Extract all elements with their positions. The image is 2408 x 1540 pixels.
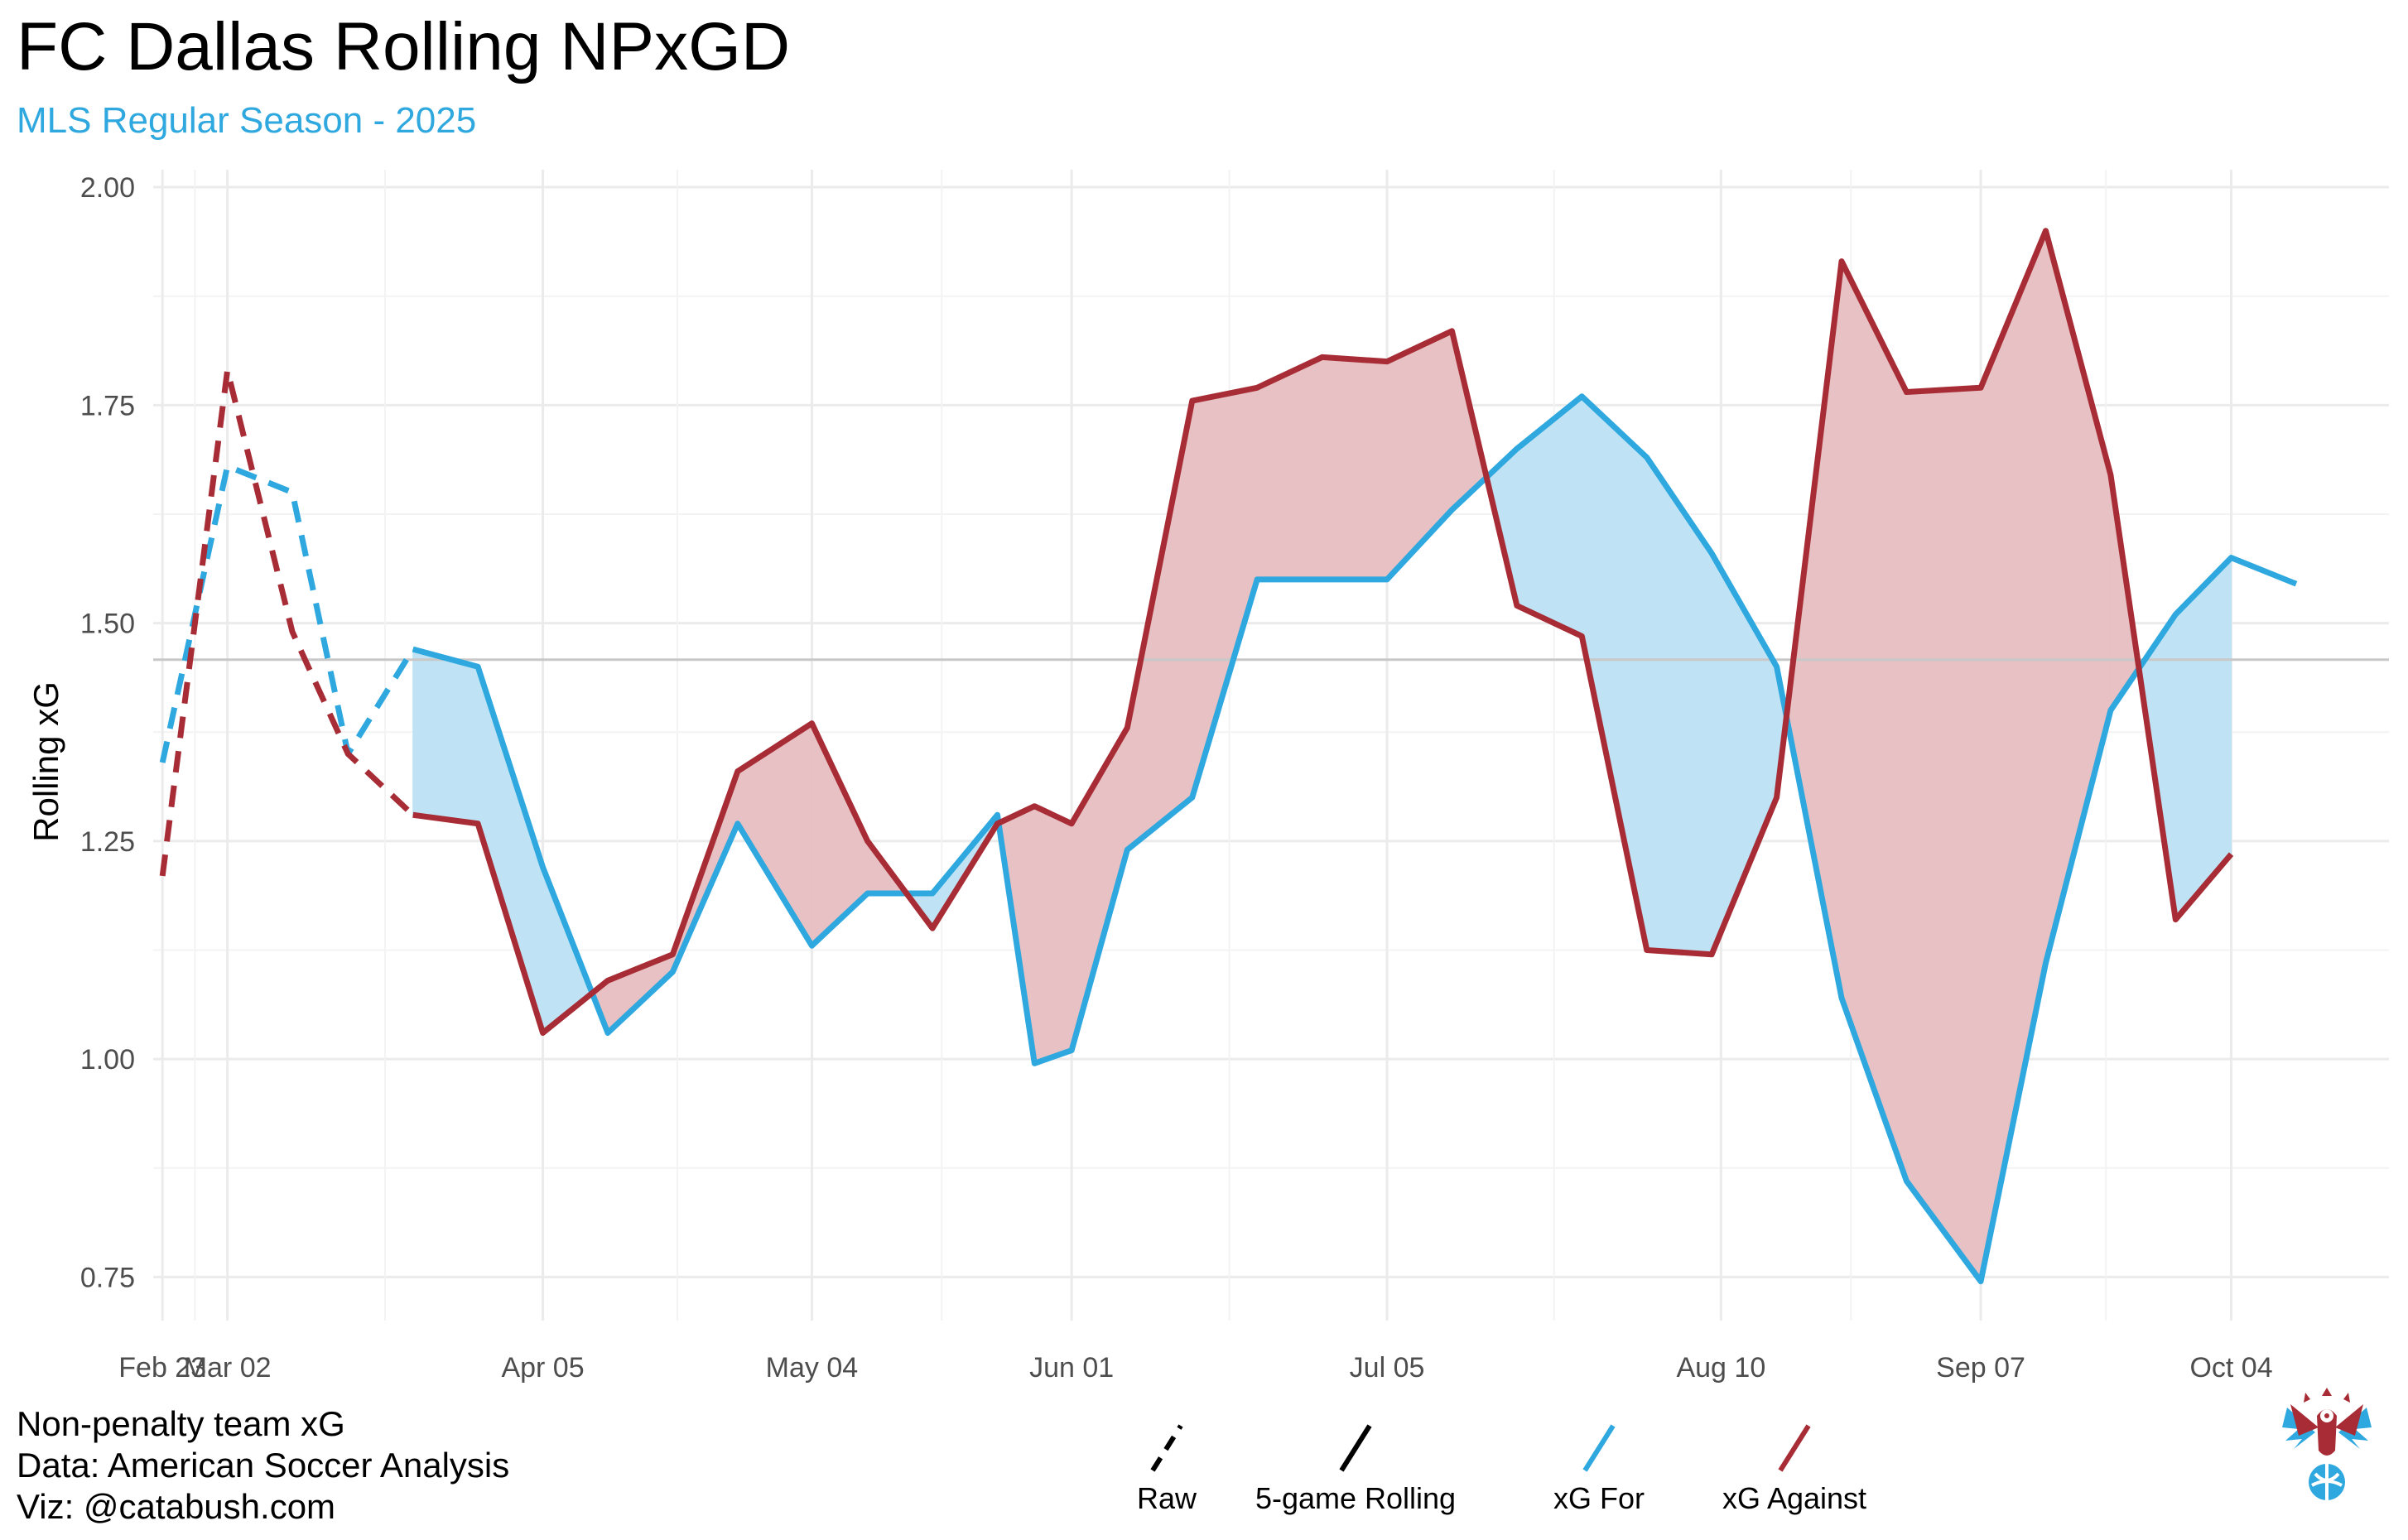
area-fill-segment [1126,400,1193,851]
y-tick-label: 1.75 [80,390,135,421]
area-fill-segment [1033,805,1072,1065]
caption: Non-penalty team xG Data: American Socce… [17,1404,509,1526]
rolling-xg-against-line [412,228,2234,1036]
caption-line-3: Viz: @catabush.com [17,1487,335,1526]
legend-label-xg-for: xG For [1553,1481,1645,1515]
eagle-soccer-logo-icon [2282,1388,2372,1500]
caption-line-2: Data: American Soccer Analysis [17,1446,509,1485]
legend-label-raw: Raw [1137,1481,1197,1515]
area-fill-segment [2044,230,2112,964]
chart-subtitle: MLS Regular Season - 2025 [17,100,476,141]
area-fill-segment [737,722,812,947]
x-tick-label: Oct 04 [2189,1352,2272,1384]
legend-key-raw [1150,1424,1183,1472]
y-tick-label: 0.75 [80,1262,135,1293]
y-tick-label: 2.00 [80,172,135,204]
area-fill-segment [1646,455,1712,955]
y-tick-label: 1.00 [80,1044,135,1076]
x-tick-label: Jun 01 [1029,1352,1114,1384]
x-tick-label: Jul 05 [1350,1352,1425,1384]
y-axis: 0.75 1.00 1.25 1.50 1.75 2.00 [80,172,135,1293]
series-lines [159,228,2298,1285]
x-tick-label: Mar 02 [184,1352,272,1384]
legend-key-xg-for [1582,1424,1616,1472]
legend-key-rolling [1339,1424,1372,1472]
area-fill-segment [1516,395,1582,638]
area-fill-segment [1322,356,1388,580]
x-tick-label: May 04 [766,1352,859,1384]
x-tick-label: Feb 23 [118,1352,206,1384]
area-fill-segment [412,648,479,825]
y-tick-label: 1.50 [80,609,135,640]
legend-key-xg-against [1778,1424,1811,1472]
area-fill-segment [1256,356,1323,580]
x-tick-label: Sep 07 [1936,1352,2025,1384]
legend-label-rolling: 5-game Rolling [1255,1481,1456,1515]
chart-title: FC Dallas Rolling NPxGD [17,9,790,84]
caption-line-1: Non-penalty team xG [17,1404,345,1443]
x-tick-label: Aug 10 [1676,1352,1765,1384]
rolling-xg-for-line [412,393,2298,1285]
raw-xg-against-line [159,367,416,877]
legend-label-xg-against: xG Against [1722,1481,1866,1515]
area-fill-segment [1192,387,1258,798]
x-tick-label: Apr 05 [501,1352,584,1384]
legend: Raw 5-game Rolling xG For xG Against [1137,1424,1866,1515]
y-axis-label: Rolling xG [26,681,65,842]
area-fill-segment [1905,387,1982,1283]
y-tick-label: 1.25 [80,826,135,858]
area-fill-segment [811,723,869,947]
raw-xg-for-line [159,463,416,763]
